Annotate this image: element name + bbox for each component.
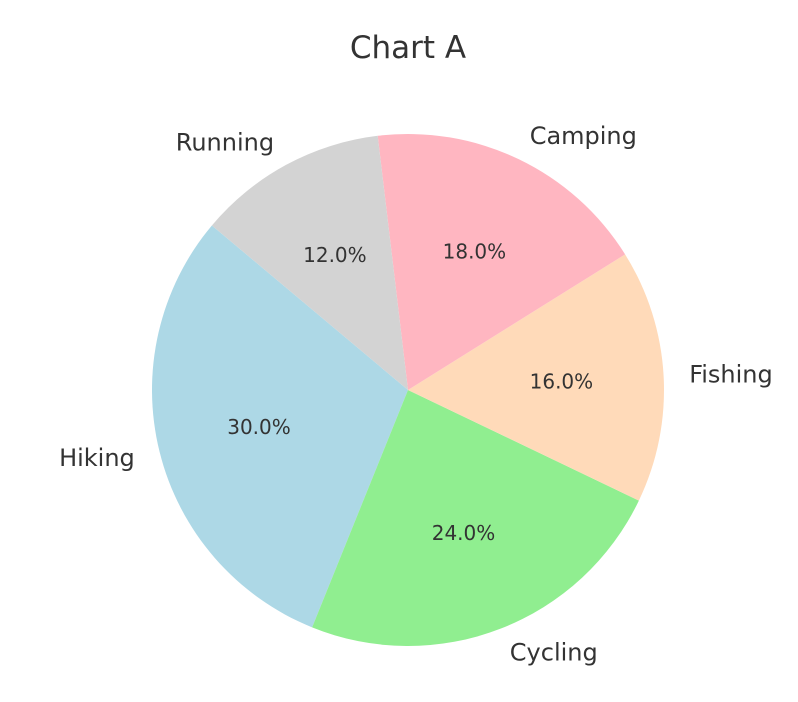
pie-slices <box>151 133 664 647</box>
pie-slice-fishing <box>408 254 664 501</box>
category-labels: Hiking Cycling Fishing Camping Running <box>59 122 773 667</box>
pct-label-fishing: 16.0% <box>530 369 594 393</box>
category-label-camping: Camping <box>530 122 637 150</box>
pct-label-hiking: 30.0% <box>227 415 291 439</box>
pie-slice-running <box>211 135 408 390</box>
pie-slice-camping <box>377 133 626 390</box>
pie-slice-cycling <box>312 390 639 647</box>
category-label-cycling: Cycling <box>510 639 598 667</box>
pct-label-camping: 18.0% <box>443 240 507 264</box>
chart-title: Chart A <box>350 30 466 66</box>
pct-label-running: 12.0% <box>303 243 367 267</box>
category-label-fishing: Fishing <box>689 360 773 388</box>
pct-label-cycling: 24.0% <box>432 521 496 545</box>
percentage-labels: 30.0% 24.0% 16.0% 18.0% 12.0% <box>227 240 593 546</box>
category-label-hiking: Hiking <box>59 444 135 472</box>
pie-slice-hiking <box>151 225 409 628</box>
category-label-running: Running <box>176 128 274 156</box>
